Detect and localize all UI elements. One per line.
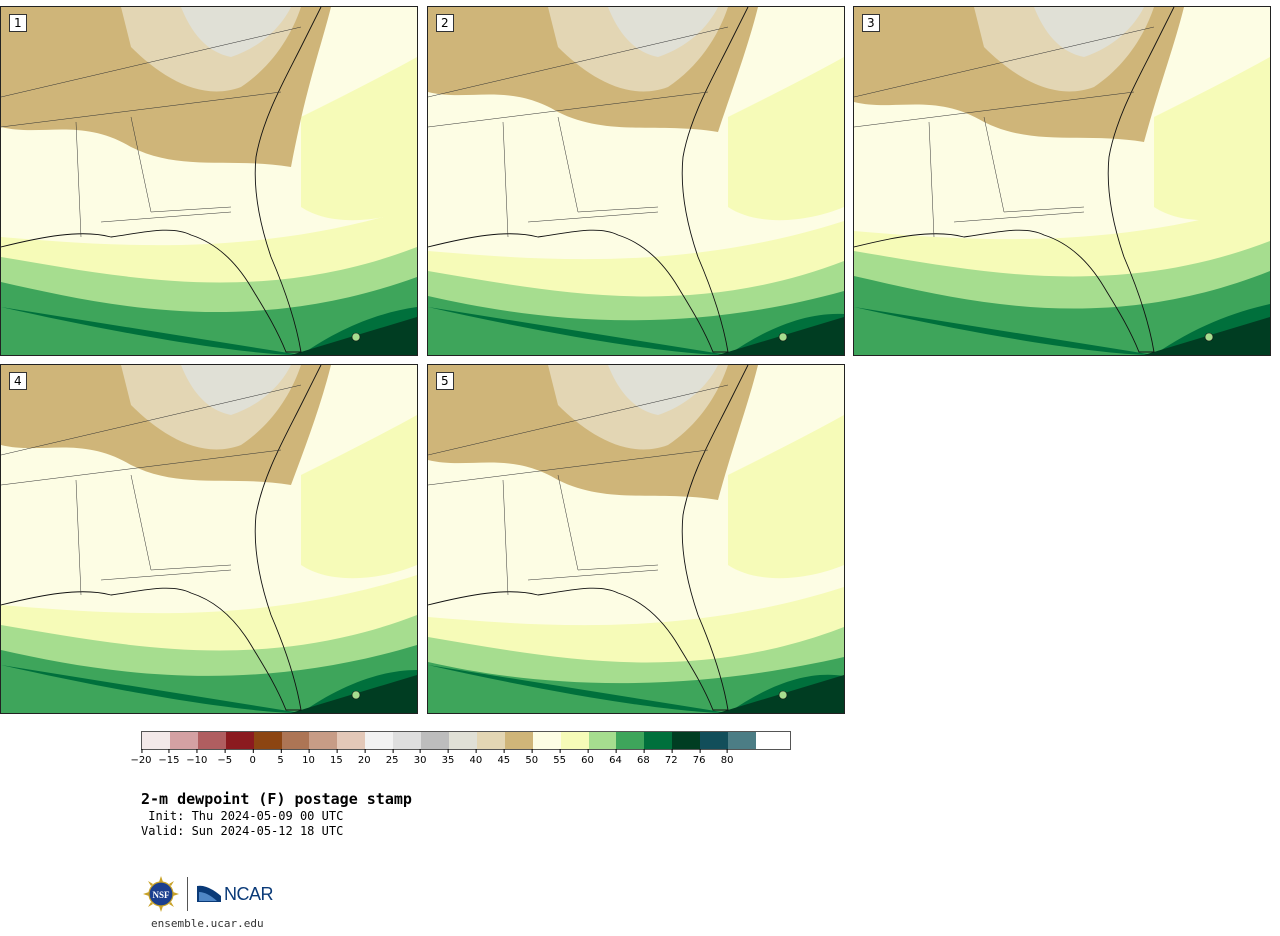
- colorbar-swatch: [253, 732, 282, 749]
- colorbar-tick-label: 68: [636, 749, 650, 766]
- postage-stamp-1: 1: [0, 6, 418, 356]
- postage-stamp-4: 4: [0, 364, 418, 714]
- colorbar-swatch: [169, 732, 198, 749]
- colorbar-tick-label: 25: [385, 749, 399, 766]
- colorbar-tick-label: −20: [130, 749, 152, 766]
- colorbar-tick-label: 40: [469, 749, 483, 766]
- init-time: Init: Thu 2024-05-09 00 UTC: [141, 809, 344, 823]
- dewpoint-map-1: [1, 7, 417, 355]
- colorbar-swatch: [197, 732, 226, 749]
- colorbar-swatch: [142, 732, 170, 749]
- nsf-logo-text: NSF: [152, 890, 170, 900]
- colorbar-swatch: [644, 732, 673, 749]
- colorbar-tick-label: −15: [158, 749, 180, 766]
- dewpoint-map-3: [854, 7, 1270, 355]
- colorbar-tick-label: 5: [277, 749, 284, 766]
- colorbar-swatch: [448, 732, 477, 749]
- colorbar-swatch: [393, 732, 422, 749]
- colorbar-swatch: [588, 732, 617, 749]
- panel-label-2: 2: [436, 14, 454, 32]
- colorbar-swatch: [365, 732, 394, 749]
- panel-label-4: 4: [9, 372, 27, 390]
- colorbar-swatches: [141, 731, 791, 750]
- colorbar-swatch: [672, 732, 701, 749]
- colorbar-tick-label: 35: [441, 749, 455, 766]
- colorbar-tick-label: 72: [664, 749, 678, 766]
- nsf-logo-icon: NSF: [143, 876, 179, 912]
- colorbar-tick-label: 80: [720, 749, 734, 766]
- panel-label-3: 3: [862, 14, 880, 32]
- dewpoint-map-4: [1, 365, 417, 713]
- colorbar-swatch: [504, 732, 533, 749]
- plot-title: 2-m dewpoint (F) postage stamp: [141, 790, 412, 808]
- postage-stamp-5: 5: [427, 364, 845, 714]
- colorbar-swatch: [700, 732, 729, 749]
- panel-label-1: 1: [9, 14, 27, 32]
- colorbar-swatch: [421, 732, 449, 749]
- colorbar-tick-label: −5: [217, 749, 233, 766]
- colorbar-tick-label: 50: [525, 749, 539, 766]
- colorbar-tick-label: 60: [581, 749, 594, 766]
- colorbar-tick-label: 10: [302, 749, 315, 766]
- panel-label-5: 5: [436, 372, 454, 390]
- colorbar-swatch: [560, 732, 589, 749]
- postage-stamp-3: 3: [853, 6, 1271, 356]
- logos: NSF NCAR: [143, 876, 274, 912]
- colorbar-tick-label: 45: [497, 749, 511, 766]
- colorbar-tick-label: 20: [357, 749, 371, 766]
- colorbar-swatch: [476, 732, 505, 749]
- colorbar-tick-label: 0: [249, 749, 256, 766]
- colorbar-tick-label: −10: [186, 749, 208, 766]
- logo-divider: [187, 877, 188, 911]
- dewpoint-map-2: [428, 7, 844, 355]
- colorbar-tick-label: 15: [329, 749, 343, 766]
- colorbar-swatch: [532, 732, 561, 749]
- ncar-logo: NCAR: [197, 883, 274, 905]
- colorbar-swatch: [225, 732, 254, 749]
- colorbar-tick-label: 64: [609, 749, 622, 766]
- site-url: ensemble.ucar.edu: [151, 917, 264, 930]
- colorbar-ticks: −20 −15 −10 −5 0 5 10 15 20 25 30 35 40 45 50 55 60 64 68 7…: [130, 749, 791, 770]
- ncar-swoosh-icon: [197, 885, 221, 902]
- colorbar-swatch: [309, 732, 338, 749]
- colorbar-swatch: [337, 732, 366, 749]
- colorbar-swatch: [616, 732, 645, 749]
- colorbar-swatch: [281, 732, 310, 749]
- postage-stamp-2: 2: [427, 6, 845, 356]
- colorbar-tick-label: 55: [553, 749, 566, 766]
- colorbar-tick-label: 30: [413, 749, 427, 766]
- valid-time: Valid: Sun 2024-05-12 18 UTC: [141, 824, 344, 838]
- ncar-logo-text: NCAR: [224, 883, 274, 904]
- colorbar-swatch: [728, 732, 756, 749]
- colorbar: −20 −15 −10 −5 0 5 10 15 20 25 30 35 40 45 50 55 60 64 68 7…: [130, 731, 791, 770]
- dewpoint-map-5: [428, 365, 844, 713]
- colorbar-tick-label: 76: [692, 749, 706, 766]
